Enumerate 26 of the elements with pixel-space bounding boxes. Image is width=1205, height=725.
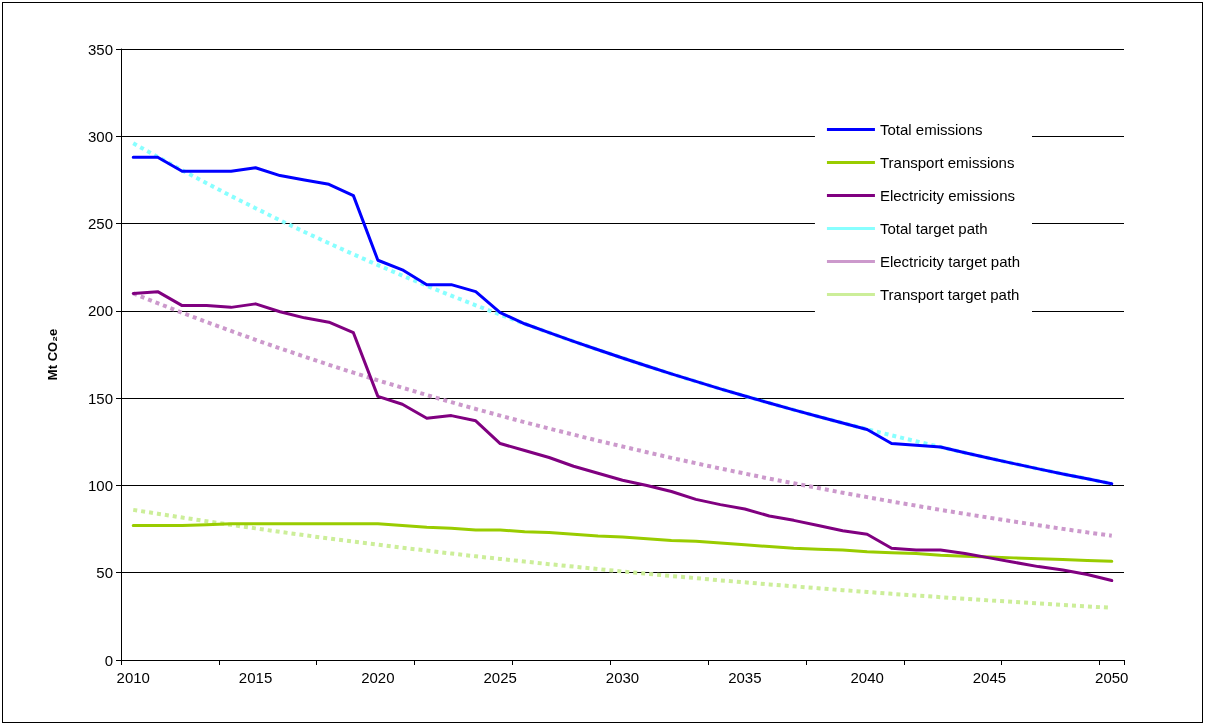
- legend-label: Electricity emissions: [879, 187, 1015, 204]
- x-tick-label: 2035: [728, 669, 762, 686]
- y-tick-label: 100: [87, 476, 113, 494]
- legend-label: Total emissions: [879, 121, 983, 138]
- x-tick-label: 2050: [1095, 669, 1129, 686]
- y-tick-label: 50: [96, 564, 113, 582]
- legend-label: Total target path: [879, 220, 988, 237]
- x-tick-label: 2015: [238, 669, 273, 686]
- line-series: [131, 522, 1114, 563]
- y-tick-label: 250: [87, 215, 113, 233]
- x-tick-label: 2020: [361, 669, 395, 686]
- legend-label: Electricity target path: [879, 253, 1020, 270]
- y-tick-label: 350: [87, 40, 113, 58]
- x-tick-label: 2040: [850, 669, 884, 686]
- x-tick-label: 2025: [483, 669, 517, 686]
- x-tick-label: 2045: [972, 669, 1007, 686]
- x-tick-label: 2010: [116, 669, 150, 686]
- line-series: [131, 290, 1114, 583]
- y-tick-label: 200: [87, 302, 113, 320]
- y-axis-title: Mt CO₂e: [45, 328, 60, 381]
- x-tick-label: 2030: [605, 669, 640, 686]
- legend-label: Transport emissions: [879, 154, 1015, 171]
- legend-label: Transport target path: [879, 286, 1020, 303]
- y-tick-label: 0: [104, 651, 113, 669]
- y-tick-label: 150: [87, 389, 113, 407]
- y-tick-label: 300: [87, 127, 113, 145]
